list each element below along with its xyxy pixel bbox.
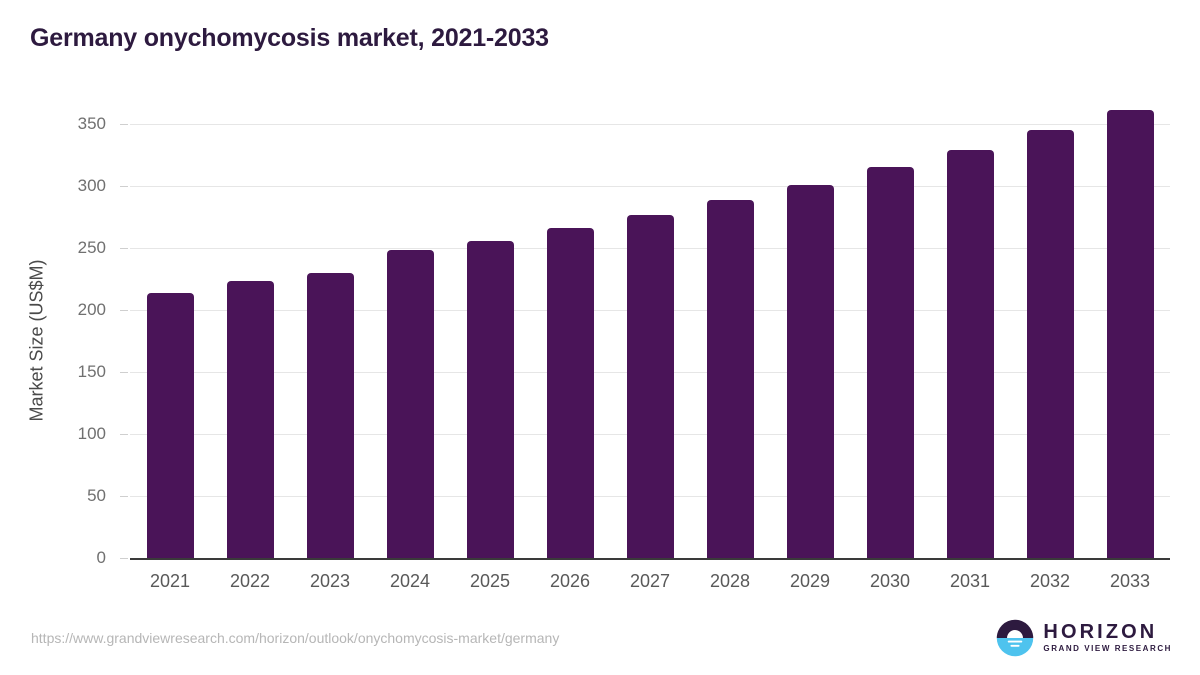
y-axis-tick-label: 300	[77, 176, 106, 195]
bar-2028[interactable]	[706, 199, 754, 558]
y-axis-tick-label: 200	[77, 300, 106, 319]
x-axis-label-2027: 2027	[629, 571, 671, 591]
logo-text-block: HORIZON GRAND VIEW RESEARCH	[1043, 622, 1172, 654]
x-axis-label-2023: 2023	[309, 571, 351, 591]
y-axis-tick-label: 100	[77, 424, 106, 443]
bar-2032[interactable]	[1026, 130, 1074, 558]
x-axis-line	[130, 558, 1170, 560]
bar-2030[interactable]	[866, 167, 914, 558]
y-axis-tick-label: 0	[96, 548, 106, 567]
bar-2022[interactable]	[226, 281, 274, 558]
y-axis-tick-label: 350	[77, 114, 106, 133]
bar-2033[interactable]	[1106, 110, 1154, 558]
x-axis-label-2029: 2029	[789, 571, 831, 591]
y-axis-tick-mark	[120, 124, 128, 125]
y-axis-tick-mark	[120, 372, 128, 373]
x-axis-label-2024: 2024	[389, 571, 431, 591]
y-axis-tick-label: 250	[77, 238, 106, 257]
logo-tagline: GRAND VIEW RESEARCH	[1043, 644, 1172, 654]
horizon-logo[interactable]: HORIZON GRAND VIEW RESEARCH	[996, 618, 1172, 658]
x-axis-label-2026: 2026	[549, 571, 591, 591]
y-axis-tick-mark	[120, 434, 128, 435]
bar-2027[interactable]	[626, 214, 674, 558]
bar-2024[interactable]	[386, 250, 434, 558]
x-axis-label-2028: 2028	[709, 571, 751, 591]
y-axis-tick-mark	[120, 310, 128, 311]
bar-2031[interactable]	[946, 150, 994, 558]
page-title: Germany onychomycosis market, 2021-2033	[30, 24, 549, 52]
horizon-logo-icon	[997, 619, 1034, 657]
y-axis-tick-mark	[120, 248, 128, 249]
x-axis-label-2032: 2032	[1029, 571, 1071, 591]
gridline	[130, 124, 1170, 125]
logo-wordmark: HORIZON	[1043, 621, 1158, 644]
bar-2025[interactable]	[466, 240, 514, 558]
y-axis-tick-label: 150	[77, 362, 106, 381]
source-url[interactable]: https://www.grandviewresearch.com/horizo…	[31, 630, 560, 646]
y-axis-tick-mark	[120, 558, 128, 559]
bar-2026[interactable]	[546, 228, 594, 558]
x-axis-label-2021: 2021	[149, 571, 191, 591]
x-axis-label-2033: 2033	[1109, 571, 1151, 591]
bar-2021[interactable]	[146, 292, 194, 558]
bar-2023[interactable]	[306, 272, 354, 558]
y-axis-tick-mark	[120, 496, 128, 497]
gridline	[130, 186, 1170, 187]
y-axis-tick-mark	[120, 186, 128, 187]
bar-2029[interactable]	[786, 184, 834, 558]
x-axis-label-2030: 2030	[869, 571, 911, 591]
y-axis-title: Market Size (US$M)	[26, 259, 47, 422]
x-axis-label-2025: 2025	[469, 571, 511, 591]
x-axis-label-2022: 2022	[229, 571, 271, 591]
x-axis-label-2031: 2031	[949, 571, 991, 591]
y-axis-tick-label: 50	[87, 486, 106, 505]
